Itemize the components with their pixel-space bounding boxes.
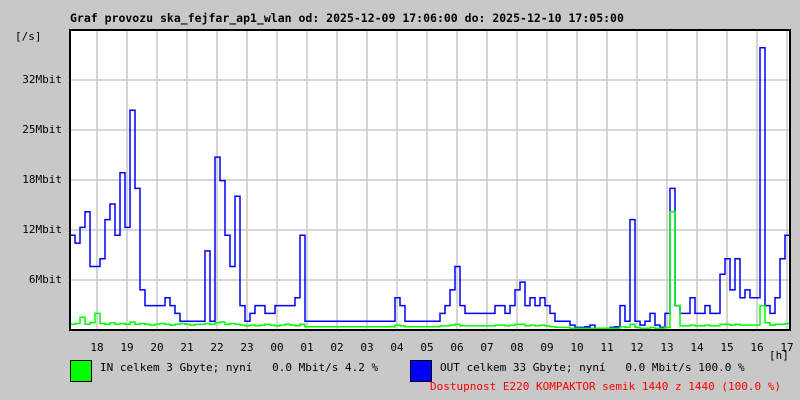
x-tick-label: 23	[240, 341, 254, 354]
x-tick-label: 13	[660, 341, 674, 354]
x-tick-label: 04	[390, 341, 404, 354]
y-tick-label: 12Mbit	[22, 223, 62, 236]
chart-title: Graf provozu ska_fejfar_ap1_wlan od: 202…	[70, 11, 624, 25]
y-tick-label: 32Mbit	[22, 73, 62, 86]
x-tick-label: 07	[480, 341, 494, 354]
x-tick-label: 15	[720, 341, 734, 354]
x-tick-label: 03	[360, 341, 374, 354]
x-tick-label: 20	[150, 341, 164, 354]
legend-in-text: IN celkem 3 Gbyte; nyní 0.0 Mbit/s 4.2 %	[100, 361, 379, 374]
x-tick-label: 16	[750, 341, 764, 354]
x-tick-label: 02	[330, 341, 344, 354]
x-tick-label: 01	[300, 341, 314, 354]
x-tick-label: 11	[600, 341, 614, 354]
x-tick-label: 22	[210, 341, 224, 354]
x-axis-unit: [h]	[769, 349, 789, 362]
y-tick-label: 18Mbit	[22, 173, 62, 186]
x-tick-label: 06	[450, 341, 464, 354]
legend-in-swatch	[70, 360, 92, 382]
x-tick-label: 17	[780, 341, 794, 354]
x-tick-label: 09	[540, 341, 554, 354]
x-tick-label: 18	[90, 341, 104, 354]
x-tick-label: 14	[690, 341, 704, 354]
x-tick-label: 12	[630, 341, 644, 354]
x-tick-label: 05	[420, 341, 434, 354]
y-axis-unit: [/s]	[15, 30, 42, 43]
x-tick-label: 00	[270, 341, 284, 354]
series-in-line	[70, 211, 790, 329]
y-tick-label: 6Mbit	[28, 273, 62, 286]
legend-out-text: OUT celkem 33 Gbyte; nyní 0.0 Mbit/s 100…	[440, 361, 745, 374]
availability-text: Dostupnost E220 KOMPAKTOR semik 1440 z 1…	[430, 380, 781, 393]
x-tick-label: 21	[180, 341, 194, 354]
plot-border	[69, 29, 791, 331]
x-tick-label: 08	[510, 341, 524, 354]
x-tick-label: 10	[570, 341, 584, 354]
legend-out-swatch	[410, 360, 432, 382]
y-tick-label: 25Mbit	[22, 123, 62, 136]
x-tick-label: 19	[120, 341, 134, 354]
